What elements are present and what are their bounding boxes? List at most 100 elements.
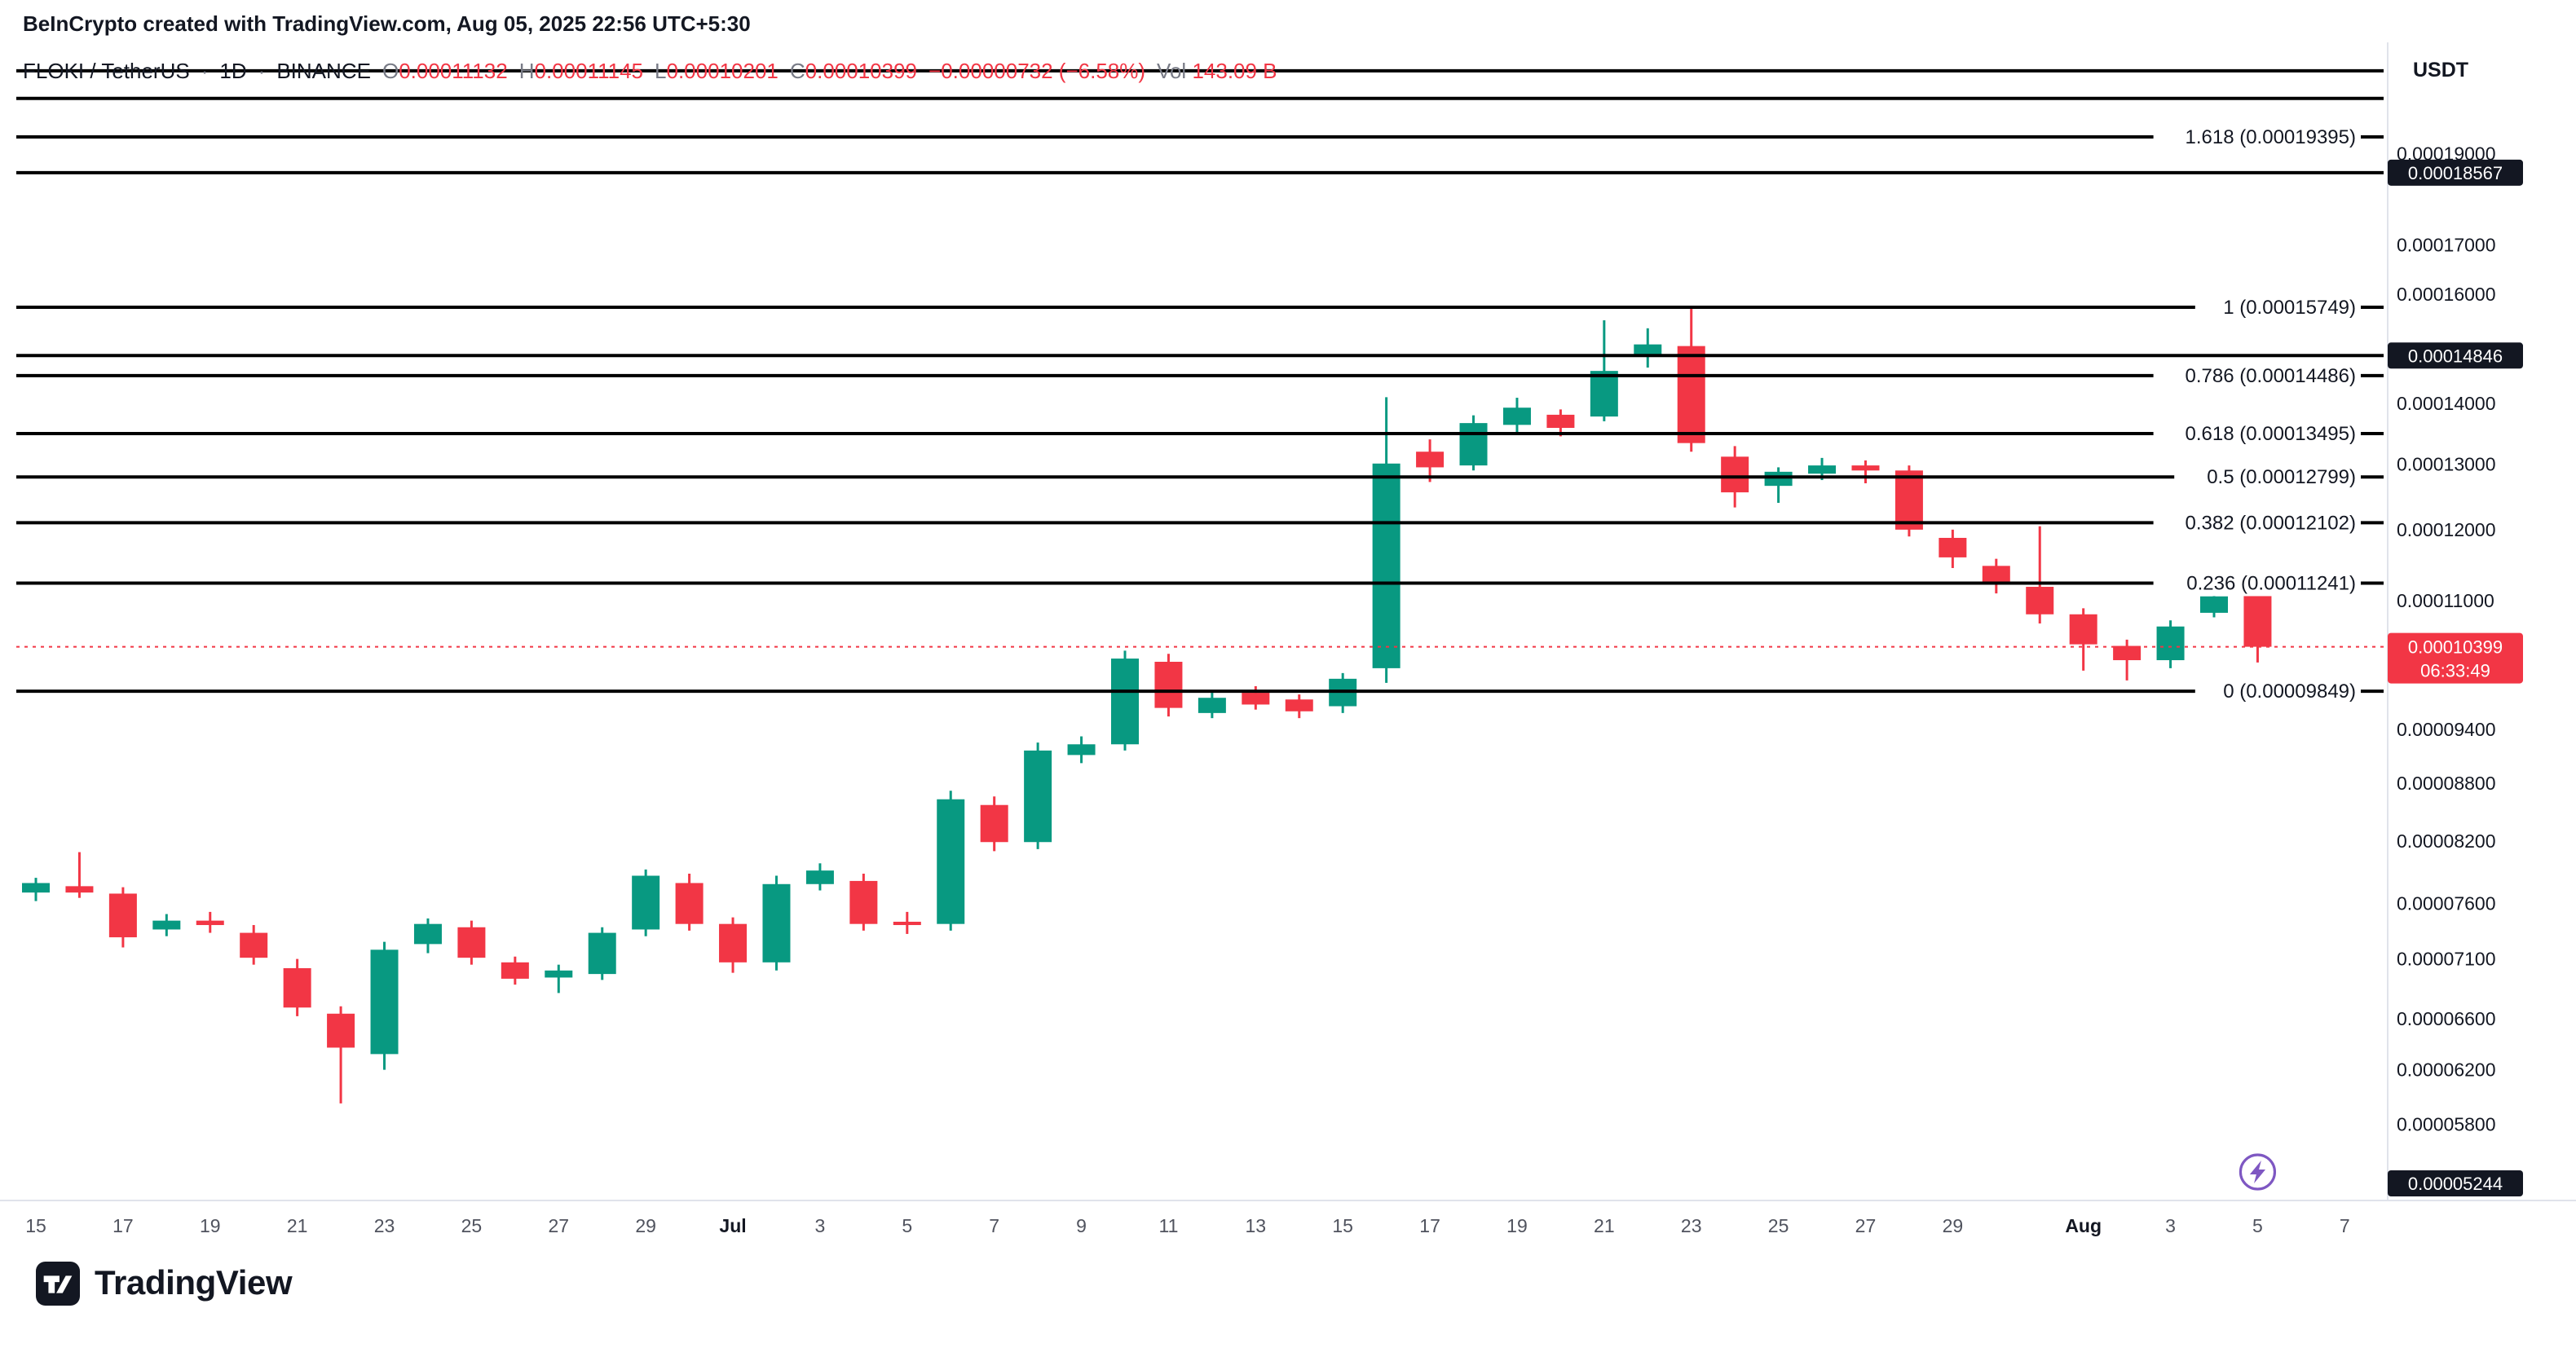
candle xyxy=(632,869,660,936)
lightning-icon[interactable] xyxy=(2239,1153,2277,1191)
time-axis-label: 17 xyxy=(112,1215,134,1236)
candle xyxy=(719,917,748,973)
currency-unit-label: USDT xyxy=(2413,59,2469,81)
candle xyxy=(1982,558,2010,594)
candlestick-series[interactable] xyxy=(22,308,2272,1104)
candle xyxy=(152,914,181,936)
time-axis-label: 9 xyxy=(1076,1215,1087,1236)
price-badge xyxy=(2388,342,2523,369)
price-axis-label: 0.00008200 xyxy=(2397,830,2496,852)
time-axis-label: Jul xyxy=(719,1215,746,1236)
candle xyxy=(893,911,921,934)
candle xyxy=(327,1006,355,1104)
candle xyxy=(108,887,137,948)
time-axis-label: 19 xyxy=(1506,1215,1528,1236)
time-axis-label: 29 xyxy=(635,1215,656,1236)
candle xyxy=(1546,409,1575,437)
tradingview-logo-icon xyxy=(36,1262,80,1306)
time-axis-label: 27 xyxy=(1855,1215,1877,1236)
price-axis[interactable]: 0.000190000.000170000.000160000.00014000… xyxy=(2388,143,2523,1196)
candle xyxy=(1024,742,1052,849)
price-axis-label: 0.00005800 xyxy=(2397,1114,2496,1135)
candle xyxy=(762,875,791,971)
candle xyxy=(1851,460,1880,483)
fib-label-bg xyxy=(2174,464,2361,491)
symbol-name: FLOKI / TetherUS xyxy=(23,59,190,83)
time-axis-label: 7 xyxy=(2340,1215,2350,1236)
ohlc-high: H0.00011145 xyxy=(518,59,644,83)
ohlc-close: C0.00010399 xyxy=(789,59,918,83)
time-axis-label: 23 xyxy=(374,1215,395,1236)
candle xyxy=(588,927,616,980)
ohlc-open: O0.00011132 xyxy=(382,59,508,83)
candle xyxy=(1154,654,1183,717)
time-axis-label: 5 xyxy=(902,1215,912,1236)
price-axis-label: 0.00007100 xyxy=(2397,949,2496,970)
time-axis-label: 3 xyxy=(2165,1215,2176,1236)
candle xyxy=(1067,736,1096,764)
time-axis-label: 21 xyxy=(1594,1215,1615,1236)
time-axis-label: 13 xyxy=(1246,1215,1267,1236)
fib-retracement[interactable]: 1.618 (0.00019395) 1 (0.00015749) 0.786 (0… xyxy=(16,124,2384,705)
change-label: −0.00000732 (−6.58%) xyxy=(929,59,1146,83)
candle xyxy=(1590,320,1618,421)
price-badge xyxy=(2388,159,2523,186)
candle xyxy=(805,863,834,891)
legend-separator: · xyxy=(258,59,266,83)
time-axis-label: 17 xyxy=(1419,1215,1440,1236)
candle xyxy=(2156,620,2185,668)
price-badge xyxy=(2388,1170,2523,1196)
price-badge-label: 0.00005244 xyxy=(2408,1174,2503,1194)
symbol-legend: FLOKI / TetherUS · 1D · BINANCE O0.00011… xyxy=(23,59,1277,83)
current-price-badge xyxy=(2388,632,2523,684)
price-axis-label: 0.00007600 xyxy=(2397,892,2496,914)
candle xyxy=(1285,694,1313,719)
candle xyxy=(196,911,224,933)
candle xyxy=(1764,467,1793,503)
price-axis-label: 0.00008800 xyxy=(2397,773,2496,794)
candle xyxy=(1677,308,1705,452)
price-axis-label: 0.00016000 xyxy=(2397,284,2496,305)
time-axis-label: 27 xyxy=(548,1215,569,1236)
chart-attribution: BeInCrypto created with TradingView.com,… xyxy=(23,11,751,36)
candle xyxy=(1198,693,1226,719)
exchange-label: BINANCE xyxy=(276,59,371,83)
fib-label: 0.618 (0.00013495) xyxy=(2185,423,2356,445)
candle xyxy=(675,873,704,931)
candle xyxy=(1329,672,1357,713)
price-axis-label: 0.00011000 xyxy=(2397,590,2494,611)
tradingview-logo[interactable]: TradingView xyxy=(36,1262,293,1306)
time-axis-label: Aug xyxy=(2065,1215,2102,1236)
candle xyxy=(2026,526,2054,623)
time-axis-label: 25 xyxy=(461,1215,483,1236)
fib-label: 1.618 (0.00019395) xyxy=(2185,126,2356,148)
price-badge-label: 0.00018567 xyxy=(2408,163,2503,183)
price-axis-label: 0.00014000 xyxy=(2397,393,2496,414)
candle xyxy=(22,878,50,901)
candle xyxy=(1372,397,1400,683)
time-axis[interactable]: 15 17 19 21 23 25 27 29 Jul 3 5 7 9 11 13 15 17 19 21 23 25 2… xyxy=(25,1215,2350,1236)
fib-label-bg xyxy=(2153,124,2361,151)
price-axis-label: 0.00012000 xyxy=(2397,519,2496,540)
candle xyxy=(937,791,965,931)
candle xyxy=(1459,415,1488,471)
candle xyxy=(1111,650,1139,751)
candle xyxy=(1416,439,1445,482)
fib-label: 0.382 (0.00012102) xyxy=(2185,512,2356,534)
fib-label-bg xyxy=(2153,421,2361,447)
candle xyxy=(2113,639,2142,681)
candle xyxy=(457,920,486,965)
time-axis-label: 11 xyxy=(1158,1215,1178,1236)
price-axis-label: 0.00013000 xyxy=(2397,454,2496,475)
price-axis-label: 0.00009400 xyxy=(2397,719,2496,740)
candle xyxy=(501,956,529,985)
candle xyxy=(2069,608,2097,671)
candle xyxy=(1634,328,1662,368)
ohlc-low: L0.00010201 xyxy=(655,59,779,83)
time-axis-label: 21 xyxy=(287,1215,308,1236)
time-axis-label: 7 xyxy=(989,1215,999,1236)
legend-separator: · xyxy=(201,59,209,83)
fib-label: 0 (0.00009849) xyxy=(2223,681,2356,703)
